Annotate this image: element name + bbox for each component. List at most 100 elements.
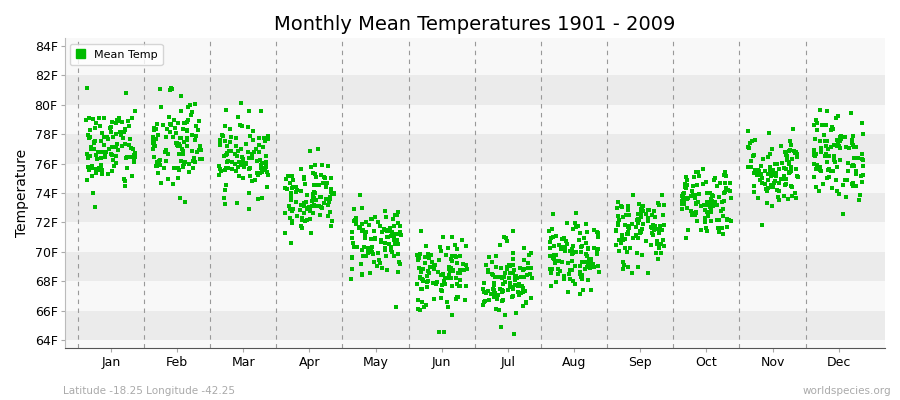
Point: [549, 252, 563, 258]
Point: [88, 125, 103, 132]
Point: [290, 212, 304, 219]
Point: [380, 267, 394, 274]
Point: [308, 162, 322, 168]
Point: [381, 234, 395, 240]
Point: [628, 224, 643, 231]
Point: [410, 280, 424, 287]
Point: [99, 148, 113, 155]
Point: [838, 133, 852, 140]
Point: [188, 158, 202, 165]
Point: [86, 139, 101, 145]
Point: [323, 186, 338, 192]
Point: [323, 196, 338, 202]
Point: [174, 135, 188, 142]
Point: [524, 295, 538, 302]
Point: [213, 168, 228, 174]
Point: [255, 169, 269, 175]
Point: [636, 221, 651, 227]
Point: [230, 200, 245, 206]
Point: [829, 114, 843, 121]
Point: [574, 249, 589, 255]
Point: [503, 283, 517, 290]
Point: [514, 290, 528, 296]
Point: [383, 246, 398, 253]
Point: [302, 148, 317, 154]
Point: [152, 158, 166, 165]
Point: [416, 278, 430, 284]
Point: [219, 106, 233, 113]
Point: [633, 228, 647, 234]
Point: [306, 210, 320, 216]
Point: [545, 211, 560, 217]
Point: [234, 162, 248, 168]
Point: [252, 134, 266, 141]
Point: [851, 196, 866, 203]
Point: [841, 160, 855, 166]
Point: [421, 268, 436, 274]
Point: [249, 158, 264, 164]
Point: [839, 194, 853, 201]
Point: [784, 182, 798, 189]
Point: [443, 268, 457, 274]
Point: [187, 101, 202, 107]
Point: [788, 190, 802, 196]
Point: [769, 171, 783, 177]
Point: [845, 163, 859, 169]
Point: [166, 117, 181, 124]
Point: [424, 252, 438, 258]
Point: [503, 270, 517, 276]
Point: [651, 200, 665, 207]
Point: [852, 192, 867, 199]
Point: [317, 199, 331, 206]
Point: [590, 229, 604, 235]
Point: [487, 282, 501, 289]
Point: [620, 231, 634, 237]
Point: [117, 129, 131, 136]
Point: [543, 266, 557, 272]
Point: [434, 272, 448, 279]
Point: [762, 164, 777, 170]
Point: [98, 154, 112, 160]
Point: [120, 165, 134, 171]
Point: [678, 183, 692, 190]
Point: [626, 234, 640, 241]
Point: [278, 230, 293, 236]
Point: [294, 202, 309, 208]
Point: [279, 176, 293, 183]
Point: [450, 260, 464, 266]
Point: [166, 181, 180, 188]
Point: [306, 170, 320, 177]
Point: [348, 214, 363, 221]
Point: [433, 244, 447, 250]
Point: [741, 144, 755, 150]
Point: [549, 279, 563, 286]
Point: [819, 151, 833, 157]
Point: [838, 144, 852, 150]
Point: [245, 155, 259, 162]
Point: [458, 243, 473, 249]
Point: [88, 119, 103, 126]
Point: [814, 145, 828, 151]
Point: [172, 166, 186, 173]
Point: [581, 277, 596, 284]
Point: [159, 134, 174, 140]
Point: [365, 250, 380, 257]
Point: [86, 190, 100, 197]
Point: [81, 155, 95, 162]
Point: [128, 154, 142, 160]
Point: [500, 287, 515, 294]
Point: [582, 260, 597, 266]
Point: [771, 194, 786, 200]
Point: [704, 204, 718, 211]
Point: [743, 140, 758, 146]
Point: [380, 234, 394, 240]
Point: [496, 288, 510, 295]
Point: [684, 208, 698, 214]
Point: [109, 160, 123, 166]
Point: [830, 143, 844, 149]
Point: [611, 221, 625, 227]
Point: [104, 168, 119, 174]
Point: [634, 210, 648, 216]
Point: [825, 168, 840, 174]
Point: [251, 196, 266, 202]
